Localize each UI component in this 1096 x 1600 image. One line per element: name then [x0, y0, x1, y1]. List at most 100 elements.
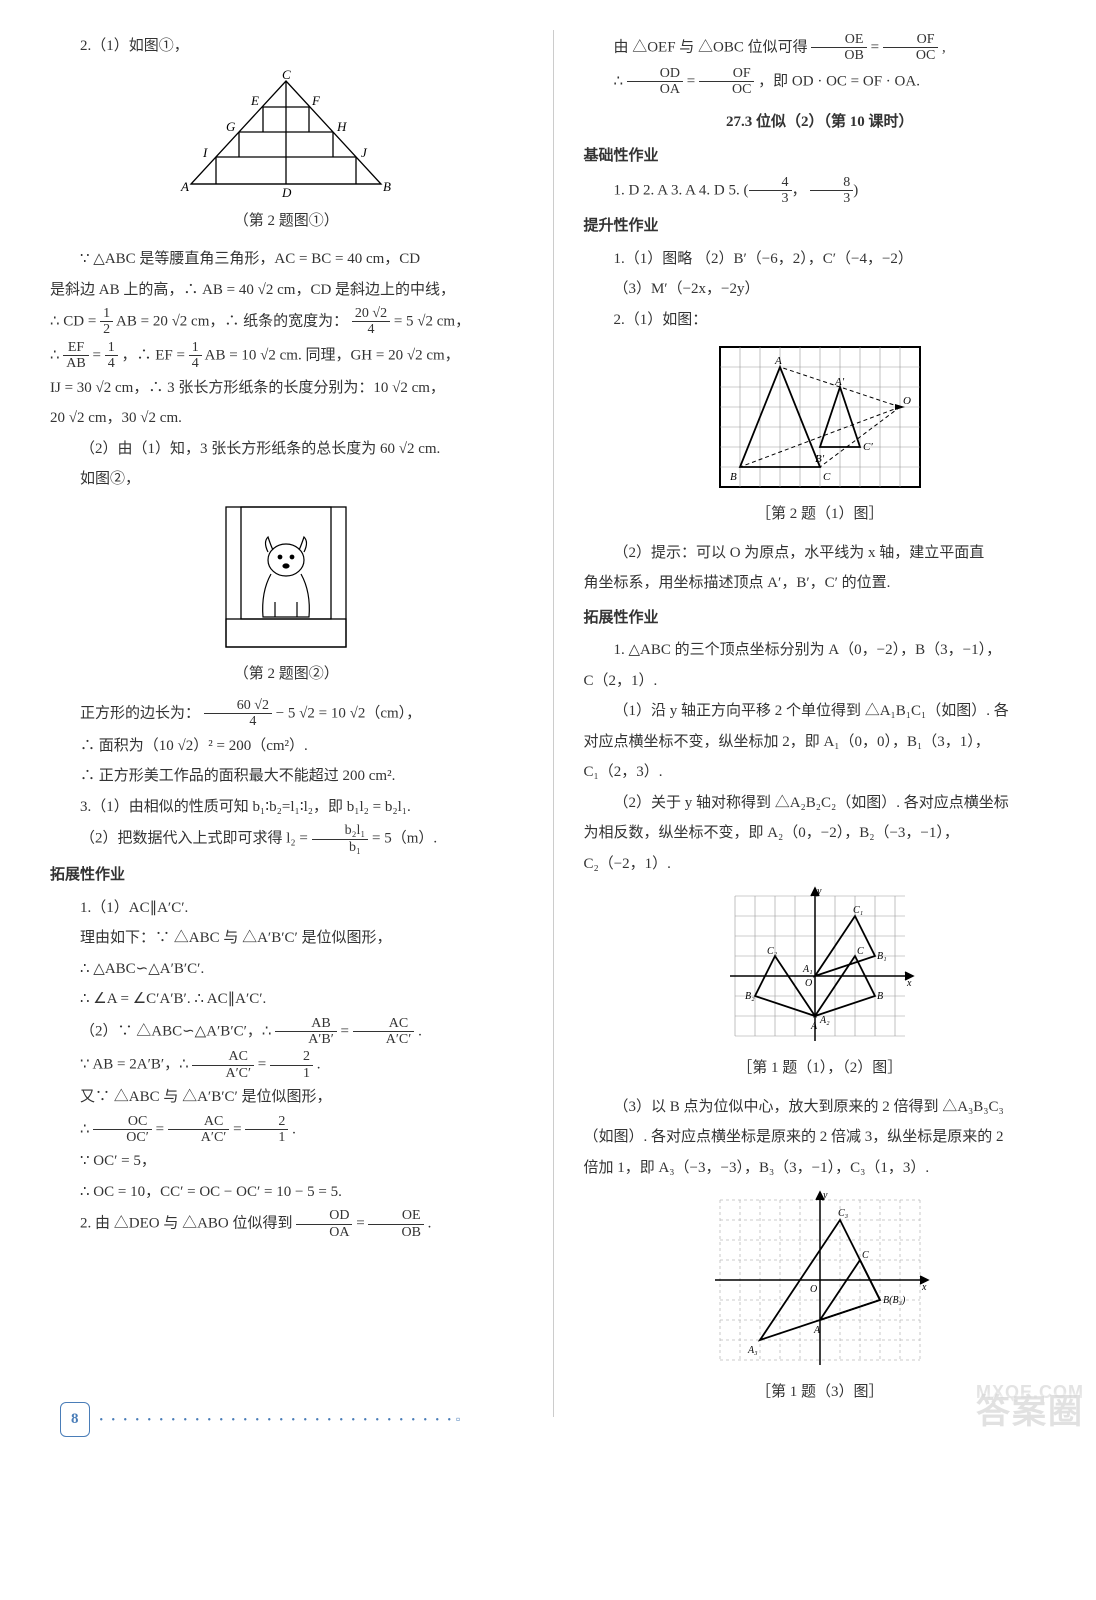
svg-text:C′: C′: [863, 441, 873, 453]
p: （2）∵ △ABC∽△A′B′C′，∴ ABA′B′ = ACA′C′ .: [50, 1016, 523, 1048]
basic-title: 基础性作业: [583, 142, 1056, 171]
svg-text:C₃: C₃: [838, 1208, 849, 1219]
section-title: 27.3 位似（2）（第 10 课时）: [583, 108, 1056, 137]
svg-text:x: x: [921, 1282, 927, 1293]
p: （如图）. 各对应点横坐标是原来的 2 倍减 3，纵坐标是原来的 2: [583, 1123, 1056, 1152]
svg-text:A′: A′: [834, 376, 845, 388]
p: 又∵ △ABC 与 △A′B′C′ 是位似图形，: [50, 1083, 523, 1112]
p: 如图②，: [50, 465, 523, 494]
svg-text:B₁: B₁: [877, 951, 887, 962]
p: ∴ ODOA = OFOC ，即 OD · OC = OF · OA.: [583, 66, 1056, 98]
ext-title: 拓展性作业: [583, 604, 1056, 633]
svg-text:D: D: [281, 185, 292, 199]
p: ∴ 正方形美工作品的面积最大不能超过 200 cm².: [50, 762, 523, 791]
p: C₁（2，3）.: [583, 758, 1056, 787]
svg-text:B′: B′: [815, 453, 825, 465]
p: 2.（1）如图：: [583, 306, 1056, 335]
svg-text:F: F: [311, 93, 321, 108]
svg-text:E: E: [250, 93, 259, 108]
p: （2）把数据代入上式即可求得 l₂ = b₂l₁b₁ = 5（m）.: [50, 823, 523, 855]
p: （3）以 B 点为位似中心，放大到原来的 2 倍得到 △A₃B₃C₃: [583, 1093, 1056, 1122]
p: 角坐标系，用坐标描述顶点 A′，B′，C′ 的位置.: [583, 569, 1056, 598]
p: ∴ CD = 12 AB = 20 √2 cm，∴ 纸条的宽度为： 20 √24…: [50, 306, 523, 338]
fig-caption: （第 2 题图②）: [50, 660, 523, 689]
svg-text:y: y: [816, 886, 822, 897]
svg-text:A₁: A₁: [802, 964, 813, 975]
svg-text:A: A: [810, 1021, 818, 1032]
p: 1.（1）AC∥A′C′.: [50, 894, 523, 923]
svg-text:B: B: [877, 991, 883, 1002]
svg-text:C₂: C₂: [767, 946, 778, 957]
p: ∵ △ABC 是等腰直角三角形，AC = BC = 40 cm，CD: [50, 245, 523, 274]
svg-text:O: O: [805, 978, 812, 989]
svg-text:x: x: [906, 978, 912, 989]
page: 2.（1）如图①， C: [0, 0, 1096, 1457]
figure-dog: [50, 502, 523, 652]
watermark: 答案圈: [976, 1380, 1084, 1445]
p: 倍加 1，即 A₃（−3，−3），B₃（3，−1），C₃（1，3）.: [583, 1154, 1056, 1183]
p: 由 △OEF 与 △OBC 位似可得 OEOB = OFOC ,: [583, 32, 1056, 64]
right-column: 由 △OEF 与 △OBC 位似可得 OEOB = OFOC , ∴ ODOA …: [583, 30, 1056, 1417]
p: 3.（1）由相似的性质可知 b₁∶b₂=l₁∶l₂，即 b₁l₂ = b₂l₁.: [50, 793, 523, 822]
svg-text:A: A: [180, 179, 189, 194]
svg-text:O: O: [810, 1284, 817, 1295]
figure-grid1: A A′ B B′ C C′ O: [583, 342, 1056, 492]
svg-text:B: B: [383, 179, 391, 194]
p: 1.（1）图略 （2）B′（−6，2），C′（−4，−2）: [583, 245, 1056, 274]
fig-caption: ［第 1 题（1），（2）图］: [583, 1054, 1056, 1083]
svg-text:C: C: [282, 69, 291, 82]
svg-text:C: C: [823, 471, 831, 483]
p: ∴ 面积为（10 √2）² = 200（cm²）.: [50, 732, 523, 761]
svg-text:B(B₃): B(B₃): [883, 1295, 906, 1306]
p: 1. D 2. A 3. A 4. D 5. (43， 83): [583, 175, 1056, 207]
p: 是斜边 AB 上的高，∴ AB = 40 √2 cm，CD 是斜边上的中线，: [50, 276, 523, 305]
p: 理由如下：∵ △ABC 与 △A′B′C′ 是位似图形，: [50, 924, 523, 953]
p: （2）提示：可以 O 为原点，水平线为 x 轴，建立平面直: [583, 539, 1056, 568]
figure-grid3: y x O A B(B₃) C A₃ C₃: [583, 1190, 1056, 1370]
fig-caption: （第 2 题图①）: [50, 207, 523, 236]
p: ∵ AB = 2A′B′，∴ ACA′C′ = 21 .: [50, 1049, 523, 1081]
p: ∵ OC′ = 5，: [50, 1147, 523, 1176]
p: （3）M′（−2x，−2y）: [583, 275, 1056, 304]
dots: • • • • • • • • • • • • • • • • • • • • …: [100, 1408, 464, 1431]
p: （2）由（1）知，3 张长方形纸条的总长度为 60 √2 cm.: [50, 435, 523, 464]
svg-text:A₃: A₃: [747, 1345, 758, 1356]
svg-text:B: B: [730, 471, 737, 483]
svg-text:A: A: [774, 355, 782, 367]
svg-text:y: y: [822, 1190, 828, 1201]
svg-text:C₁: C₁: [853, 905, 863, 916]
p: C（2，1）.: [583, 667, 1056, 696]
svg-text:O: O: [903, 395, 911, 407]
fig-caption: ［第 2 题（1）图］: [583, 500, 1056, 529]
p: IJ = 30 √2 cm，∴ 3 张长方形纸条的长度分别为：10 √2 cm，: [50, 374, 523, 403]
p: ∴ OCOC′ = ACA′C′ = 21 .: [50, 1114, 523, 1146]
p: ∴ △ABC∽△A′B′C′.: [50, 955, 523, 984]
p: C₂（−2，1）.: [583, 850, 1056, 879]
page-number: 8 • • • • • • • • • • • • • • • • • • • …: [60, 1402, 463, 1437]
svg-text:H: H: [336, 119, 347, 134]
p: （1）沿 y 轴正方向平移 2 个单位得到 △A₁B₁C₁（如图）. 各: [583, 697, 1056, 726]
p: 正方形的边长为： 60 √24 − 5 √2 = 10 √2（cm），: [50, 698, 523, 730]
up-title: 提升性作业: [583, 212, 1056, 241]
p: ∴ EFAB = 14 ，∴ EF = 14 AB = 10 √2 cm. 同理…: [50, 340, 523, 372]
ext-title: 拓展性作业: [50, 861, 523, 890]
svg-text:A₂: A₂: [819, 1015, 830, 1026]
svg-text:J: J: [361, 145, 368, 160]
svg-text:G: G: [226, 119, 236, 134]
svg-text:B₂: B₂: [745, 991, 755, 1002]
p: 对应点横坐标不变，纵坐标加 2，即 A₁（0，0），B₁（3，1），: [583, 728, 1056, 757]
p: 2. 由 △DEO 与 △ABO 位似得到 ODOA = OEOB .: [50, 1208, 523, 1240]
svg-text:I: I: [202, 145, 208, 160]
p: 20 √2 cm，30 √2 cm.: [50, 404, 523, 433]
svg-text:A: A: [813, 1325, 821, 1336]
page-number-badge: 8: [60, 1402, 90, 1437]
column-divider: [553, 30, 554, 1417]
p: （2）关于 y 轴对称得到 △A₂B₂C₂（如图）. 各对应点横坐标: [583, 789, 1056, 818]
svg-text:C: C: [857, 946, 864, 957]
svg-text:C: C: [862, 1250, 869, 1261]
p: 2.（1）如图①，: [50, 32, 523, 61]
figure-triangle: C E F G H I J A B D: [50, 69, 523, 199]
p: ∴ OC = 10，CC′ = OC − OC′ = 10 − 5 = 5.: [50, 1178, 523, 1207]
p: 1. △ABC 的三个顶点坐标分别为 A（0，−2），B（3，−1），: [583, 636, 1056, 665]
left-column: 2.（1）如图①， C: [50, 30, 523, 1417]
